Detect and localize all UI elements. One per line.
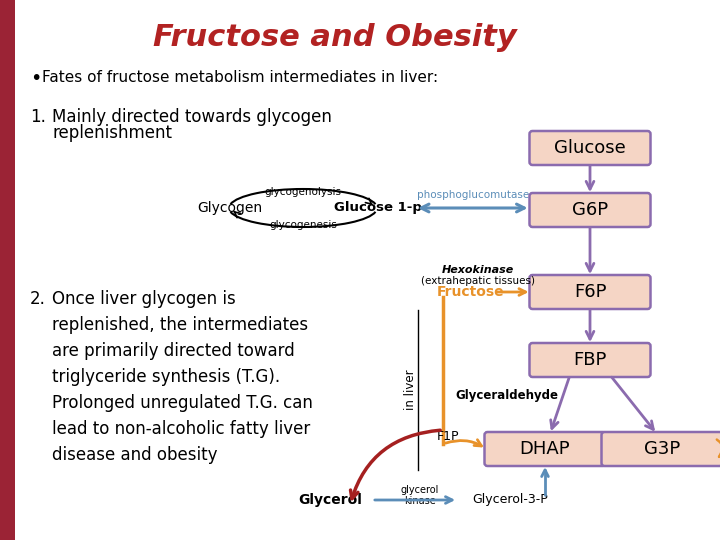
Text: 1.: 1. xyxy=(30,108,46,126)
Text: Fates of fructose metabolism intermediates in liver:: Fates of fructose metabolism intermediat… xyxy=(42,71,438,85)
FancyBboxPatch shape xyxy=(529,275,650,309)
Text: Fructose: Fructose xyxy=(437,285,505,299)
Text: disease and obesity: disease and obesity xyxy=(52,446,217,464)
Text: Glycerol: Glycerol xyxy=(298,493,362,507)
Text: glycogenesis: glycogenesis xyxy=(269,220,337,230)
Text: replenished, the intermediates: replenished, the intermediates xyxy=(52,316,308,334)
Text: G6P: G6P xyxy=(572,201,608,219)
Text: triglyceride synthesis (T.G).: triglyceride synthesis (T.G). xyxy=(52,368,280,386)
Text: Glycogen: Glycogen xyxy=(197,201,263,215)
Text: glycerol: glycerol xyxy=(401,485,439,495)
Text: Glucose: Glucose xyxy=(554,139,626,157)
Text: DHAP: DHAP xyxy=(520,440,570,458)
Text: lead to non-alcoholic fatty liver: lead to non-alcoholic fatty liver xyxy=(52,420,310,438)
Text: are primarily directed toward: are primarily directed toward xyxy=(52,342,294,360)
Text: Glyceraldehyde: Glyceraldehyde xyxy=(455,388,558,402)
FancyBboxPatch shape xyxy=(529,343,650,377)
Text: •: • xyxy=(30,69,41,87)
FancyBboxPatch shape xyxy=(601,432,720,466)
Text: phosphoglucomutase: phosphoglucomutase xyxy=(417,190,529,200)
FancyBboxPatch shape xyxy=(529,193,650,227)
Text: F1P: F1P xyxy=(437,429,459,442)
Text: Once liver glycogen is: Once liver glycogen is xyxy=(52,290,235,308)
Text: Hexokinase: Hexokinase xyxy=(442,265,514,275)
Text: Glucose 1-p: Glucose 1-p xyxy=(334,201,422,214)
Bar xyxy=(0,0,15,540)
Text: (extrahepatic tissues): (extrahepatic tissues) xyxy=(421,276,535,286)
Text: Glycerol-3-P: Glycerol-3-P xyxy=(472,494,548,507)
Text: F6P: F6P xyxy=(574,283,606,301)
FancyBboxPatch shape xyxy=(485,432,606,466)
Text: replenishment: replenishment xyxy=(52,124,172,142)
Text: G3P: G3P xyxy=(644,440,680,458)
Text: glycogenolysis: glycogenolysis xyxy=(264,187,341,197)
Text: in liver: in liver xyxy=(403,370,416,410)
Text: FBP: FBP xyxy=(573,351,607,369)
Text: kinase: kinase xyxy=(404,496,436,506)
Text: Fructose and Obesity: Fructose and Obesity xyxy=(153,24,517,52)
Text: Prolonged unregulated T.G. can: Prolonged unregulated T.G. can xyxy=(52,394,313,412)
Text: Mainly directed towards glycogen: Mainly directed towards glycogen xyxy=(52,108,332,126)
Text: 2.: 2. xyxy=(30,290,46,308)
FancyBboxPatch shape xyxy=(529,131,650,165)
